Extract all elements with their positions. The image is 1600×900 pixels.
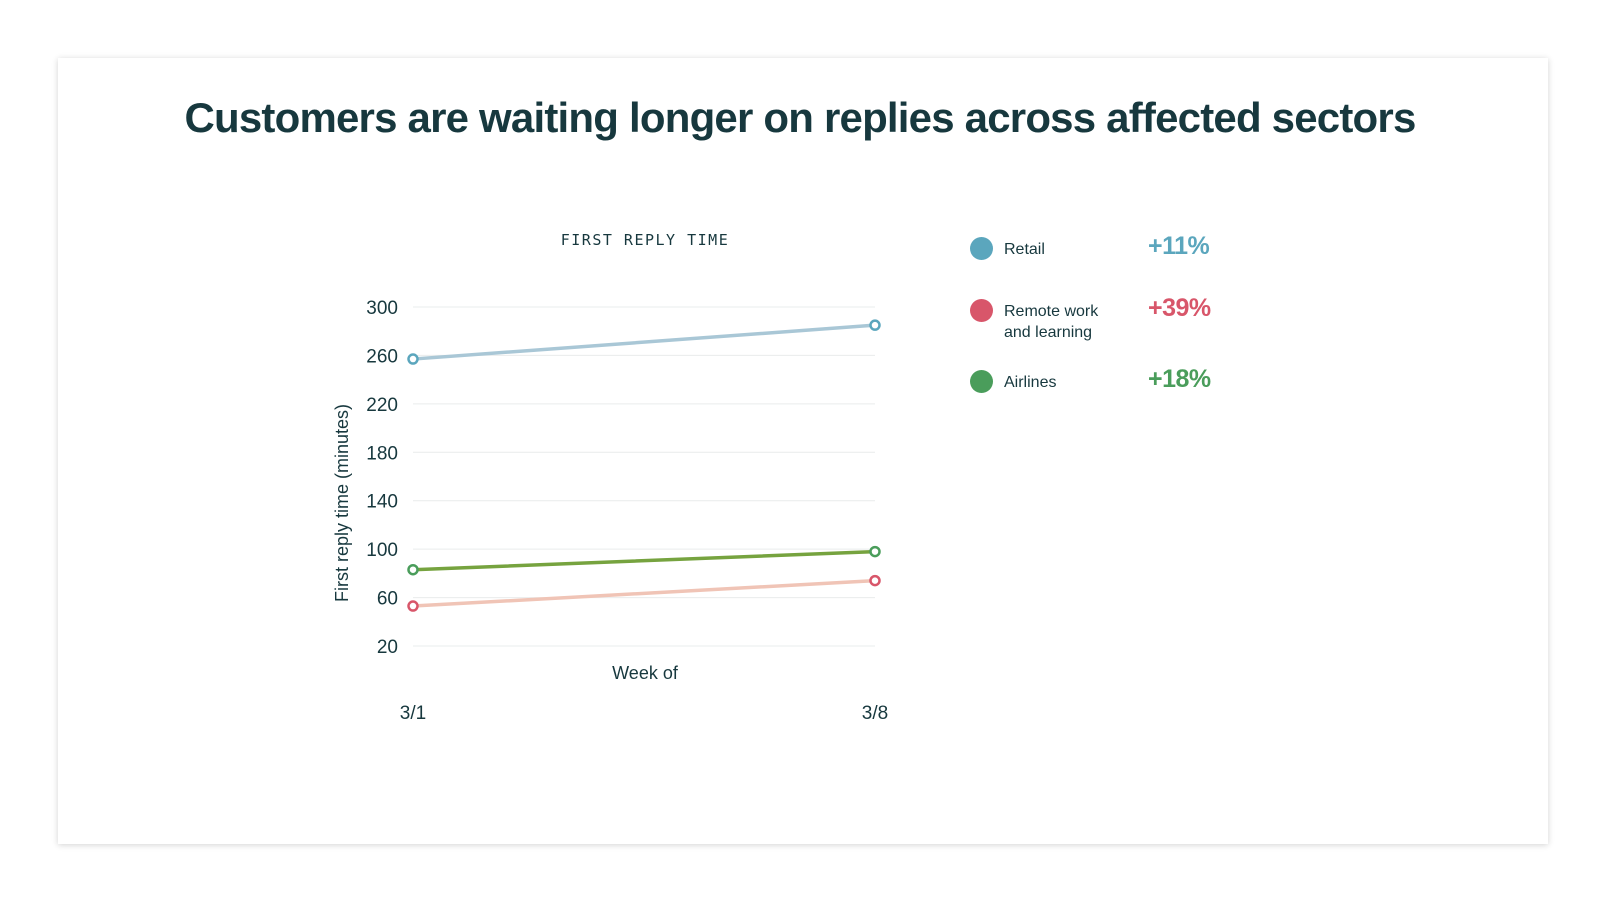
legend-dot-airlines (970, 370, 993, 393)
legend-item-airlines: Airlines +18% (970, 363, 1230, 425)
legend-change: +39% (1148, 294, 1211, 322)
y-tick-label: 100 (366, 540, 398, 561)
x-axis-label: Week of (612, 663, 679, 683)
series-line (411, 323, 877, 361)
grid-lines (413, 306, 875, 647)
data-point (407, 563, 419, 576)
x-tick-label: 3/8 (862, 703, 888, 724)
y-tick-label: 260 (366, 346, 398, 367)
series-line (411, 549, 877, 572)
y-tick-label: 60 (377, 589, 398, 610)
legend-dot-retail (970, 237, 993, 260)
series-line (411, 578, 877, 608)
chart-title: FIRST REPLY TIME (561, 231, 730, 249)
data-point (869, 574, 881, 587)
legend-label: Airlines (1004, 374, 1057, 391)
y-axis-ticks: 20 60 100 140 180 220 260 300 (366, 298, 398, 658)
data-point (869, 545, 881, 558)
y-tick-label: 300 (366, 298, 398, 319)
y-tick-label: 20 (377, 637, 398, 658)
legend-change: +18% (1148, 365, 1211, 393)
x-tick-label: 3/1 (400, 703, 426, 724)
legend-label: Remote work and learning (1004, 303, 1099, 341)
legend-item-remote-work: Remote work and learning +39% (970, 292, 1230, 363)
y-tick-label: 180 (366, 443, 398, 464)
legend-label: Retail (1004, 241, 1045, 258)
data-point (407, 600, 419, 612)
data-point (869, 319, 881, 331)
legend-change: +11% (1148, 232, 1210, 260)
chart-card (58, 58, 1548, 844)
page-title: Customers are waiting longer on replies … (184, 94, 1416, 141)
legend: Retail +11% Remote work and learning +39… (970, 230, 1230, 425)
legend-item-retail: Retail +11% (970, 230, 1230, 292)
y-tick-label: 140 (366, 492, 398, 513)
data-point (407, 353, 419, 365)
series-lines (407, 319, 881, 612)
x-axis-ticks: 3/1 3/8 (400, 703, 888, 724)
y-tick-label: 220 (366, 395, 398, 416)
y-axis-label: First reply time (minutes) (332, 404, 352, 602)
legend-dot-remote-work (970, 299, 993, 322)
